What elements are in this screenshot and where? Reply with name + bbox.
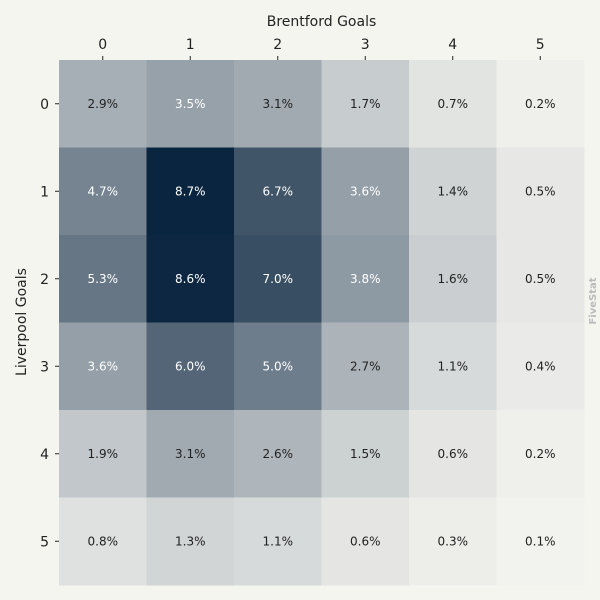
heatmap-cell-5-4 xyxy=(409,497,497,586)
heatmap-cell-2-1 xyxy=(146,235,235,323)
cell-label-4-3: 1.5% xyxy=(350,447,381,461)
cell-label-5-3: 0.6% xyxy=(350,534,381,548)
cell-label-5-4: 0.3% xyxy=(438,534,469,548)
cell-label-1-3: 3.6% xyxy=(350,184,381,198)
cell-label-4-0: 1.9% xyxy=(88,447,119,461)
cell-label-4-2: 2.6% xyxy=(263,447,294,461)
cell-label-3-3: 2.7% xyxy=(350,359,381,373)
x-axis-ticks: 0 1 2 3 4 5 xyxy=(98,37,545,60)
heatmap-cell-5-2 xyxy=(234,497,322,586)
watermark-logo: FiveStat xyxy=(588,277,599,324)
heatmap-cell-1-5 xyxy=(496,147,585,236)
heatmap-cell-2-4 xyxy=(409,235,497,323)
cell-label-3-5: 0.4% xyxy=(525,359,556,373)
x-tick-label-0: 0 xyxy=(98,37,107,53)
cell-label-0-0: 2.9% xyxy=(88,97,119,111)
cell-label-1-0: 4.7% xyxy=(88,184,119,198)
heatmap-cell-0-2 xyxy=(234,60,322,148)
cell-label-4-1: 3.1% xyxy=(175,447,206,461)
heatmap-cell-0-1 xyxy=(146,60,235,148)
x-tick-label-5: 5 xyxy=(536,37,545,53)
heatmap-cell-3-3 xyxy=(321,322,410,411)
cell-label-5-1: 1.3% xyxy=(175,534,206,548)
cell-label-0-5: 0.2% xyxy=(525,97,556,111)
y-axis-ticks: 0 1 2 3 4 5 xyxy=(40,97,59,550)
heatmap-cell-1-1 xyxy=(146,147,235,236)
y-tick-label-5: 5 xyxy=(40,534,49,550)
cell-label-3-4: 1.1% xyxy=(438,359,469,373)
cell-label-3-2: 5.0% xyxy=(263,359,294,373)
heatmap-cell-4-4 xyxy=(409,410,497,498)
heatmap-cell-4-3 xyxy=(321,410,410,498)
heatmap-cell-2-2 xyxy=(234,235,322,323)
heatmap-cell-4-2 xyxy=(234,410,322,498)
y-tick-label-4: 4 xyxy=(40,447,49,463)
cell-label-0-1: 3.5% xyxy=(175,97,206,111)
heatmap-cell-0-0 xyxy=(59,60,147,148)
heatmap-cell-2-0 xyxy=(59,235,147,323)
x-axis-label: Brentford Goals xyxy=(267,14,377,30)
cell-label-1-5: 0.5% xyxy=(525,184,556,198)
heatmap-cell-3-1 xyxy=(146,322,235,411)
cell-label-0-2: 3.1% xyxy=(263,97,294,111)
cell-label-3-0: 3.6% xyxy=(88,359,119,373)
cell-label-3-1: 6.0% xyxy=(175,359,206,373)
heatmap-cell-3-4 xyxy=(409,322,497,411)
heatmap-cell-3-5 xyxy=(496,322,585,411)
heatmap-cell-4-1 xyxy=(146,410,235,498)
heatmap-cell-0-4 xyxy=(409,60,497,148)
cell-label-5-0: 0.8% xyxy=(88,534,119,548)
heatmap-cell-1-3 xyxy=(321,147,410,236)
heatmap-cell-4-0 xyxy=(59,410,147,498)
cell-label-5-5: 0.1% xyxy=(525,534,556,548)
x-tick-label-3: 3 xyxy=(361,37,370,53)
y-tick-label-0: 0 xyxy=(40,97,49,113)
cell-label-2-0: 5.3% xyxy=(88,272,119,286)
cell-label-4-5: 0.2% xyxy=(525,447,556,461)
heatmap-cell-0-3 xyxy=(321,60,410,148)
cell-label-2-4: 1.6% xyxy=(438,272,469,286)
heatmap-cell-2-3 xyxy=(321,235,410,323)
heatmap-cell-5-0 xyxy=(59,497,147,586)
x-tick-label-1: 1 xyxy=(186,37,195,53)
cell-label-0-3: 1.7% xyxy=(350,97,381,111)
heatmap-cells: 2.9% 3.5% 3.1% 1.7% 0.7% 0.2% 4.7% 8.7% 6.7% 3.6%… xyxy=(59,60,585,586)
heatmap-cell-5-5 xyxy=(496,497,585,586)
y-tick-label-3: 3 xyxy=(40,359,49,375)
y-tick-label-2: 2 xyxy=(40,272,49,288)
cell-label-2-2: 7.0% xyxy=(263,272,294,286)
heatmap-cell-1-0 xyxy=(59,147,147,236)
y-tick-label-1: 1 xyxy=(40,184,49,200)
cell-label-2-3: 3.8% xyxy=(350,272,381,286)
cell-label-4-4: 0.6% xyxy=(438,447,469,461)
heatmap-cell-4-5 xyxy=(496,410,585,498)
cell-label-2-5: 0.5% xyxy=(525,272,556,286)
heatmap-cell-1-4 xyxy=(409,147,497,236)
cell-label-1-4: 1.4% xyxy=(438,184,469,198)
x-tick-label-2: 2 xyxy=(273,37,282,53)
cell-label-0-4: 0.7% xyxy=(438,97,469,111)
cell-label-1-1: 8.7% xyxy=(175,184,206,198)
y-axis-label: Liverpool Goals xyxy=(14,268,30,376)
cell-label-1-2: 6.7% xyxy=(263,184,294,198)
cell-label-5-2: 1.1% xyxy=(263,534,294,548)
heatmap-cell-5-1 xyxy=(146,497,235,586)
heatmap-cell-0-5 xyxy=(496,60,585,148)
cell-label-2-1: 8.6% xyxy=(175,272,206,286)
x-tick-label-4: 4 xyxy=(448,37,457,53)
heatmap-cell-1-2 xyxy=(234,147,322,236)
heatmap-cell-2-5 xyxy=(496,235,585,323)
heatmap-cell-3-2 xyxy=(234,322,322,411)
heatmap-cell-5-3 xyxy=(321,497,410,586)
heatmap-cell-3-0 xyxy=(59,322,147,411)
